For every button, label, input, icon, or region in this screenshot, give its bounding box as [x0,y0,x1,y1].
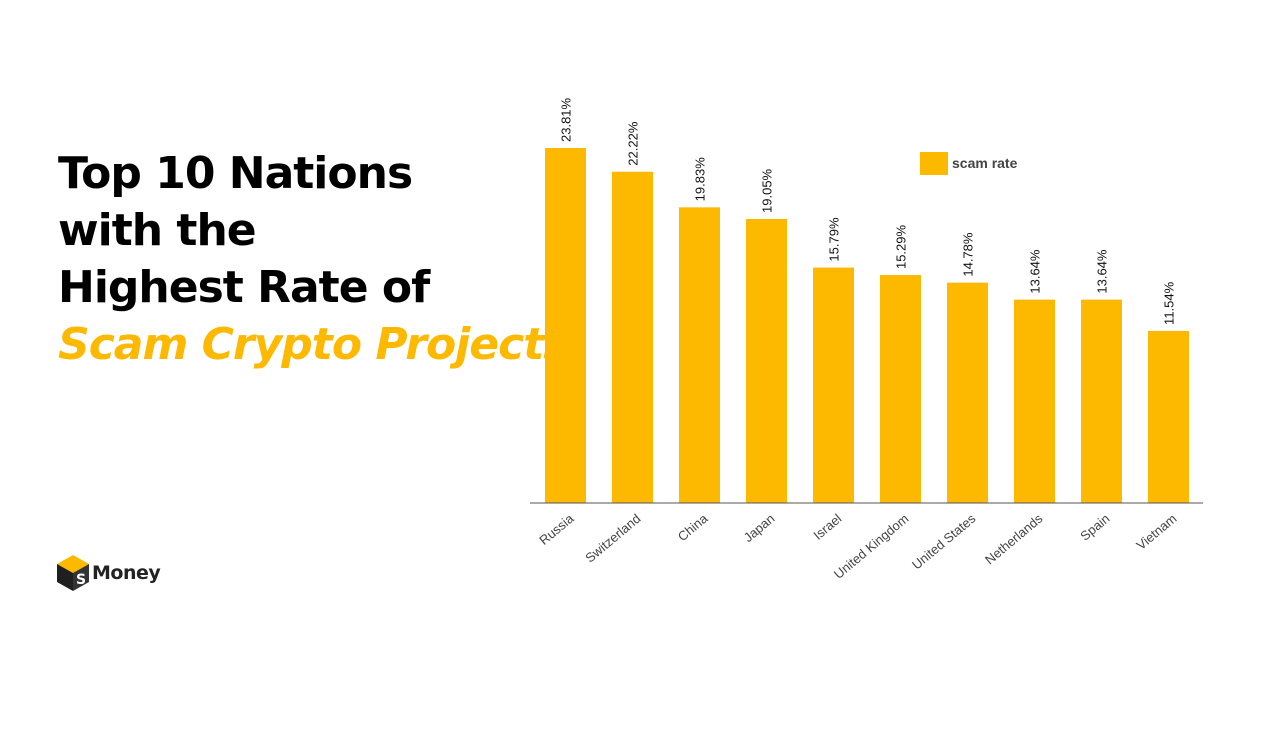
x-tick-label: Japan [741,511,778,545]
bar-switzerland [612,171,653,503]
value-label: 19.83% [693,157,708,202]
value-label: 11.54% [1162,281,1177,325]
bar-russia [545,148,586,503]
logo-text: Money [92,562,161,584]
x-tick-label: Israel [810,511,844,543]
title-line-2: with the [58,205,257,256]
x-tick-label: Spain [1077,511,1112,544]
bar-vietnam [1148,330,1189,503]
bar-united-states [947,282,988,503]
x-tick-label: Netherlands [982,510,1046,567]
value-label: 19.05% [760,168,775,213]
x-tick-label: Switzerland [582,511,643,566]
title-accent-line: Scam Crypto Projects [58,319,569,370]
svg-text:S: S [76,572,86,588]
title-line-3: Highest Rate of [58,262,430,313]
x-tick-label: United States [909,510,979,572]
x-tick-label: Vietnam [1133,511,1179,553]
bar-united-kingdom [880,275,921,503]
bars-layer [545,148,1189,503]
bar-israel [813,267,854,503]
title-line-1: Top 10 Nations [58,148,413,199]
bar-spain [1081,299,1122,503]
bar-china [679,207,720,503]
legend: scam rate [920,152,1018,175]
value-label: 13.64% [1028,249,1043,294]
value-label: 15.79% [827,217,842,262]
bar-netherlands [1014,299,1055,503]
value-label: 14.78% [961,232,976,277]
value-label: 23.81% [559,97,574,142]
cube-s-logo-icon: S [57,555,89,591]
legend-label: scam rate [952,155,1018,171]
chart-title: Top 10 Nations with the Highest Rate of … [58,145,569,373]
legend-swatch [920,152,948,175]
value-label: 22.22% [626,121,641,166]
x-tick-label: Russia [536,510,577,548]
brand-logo: S Money [55,553,161,593]
value-label: 13.64% [1095,249,1110,294]
value-label: 15.29% [894,224,909,269]
bar-japan [746,218,787,503]
x-tick-label: China [675,510,711,544]
